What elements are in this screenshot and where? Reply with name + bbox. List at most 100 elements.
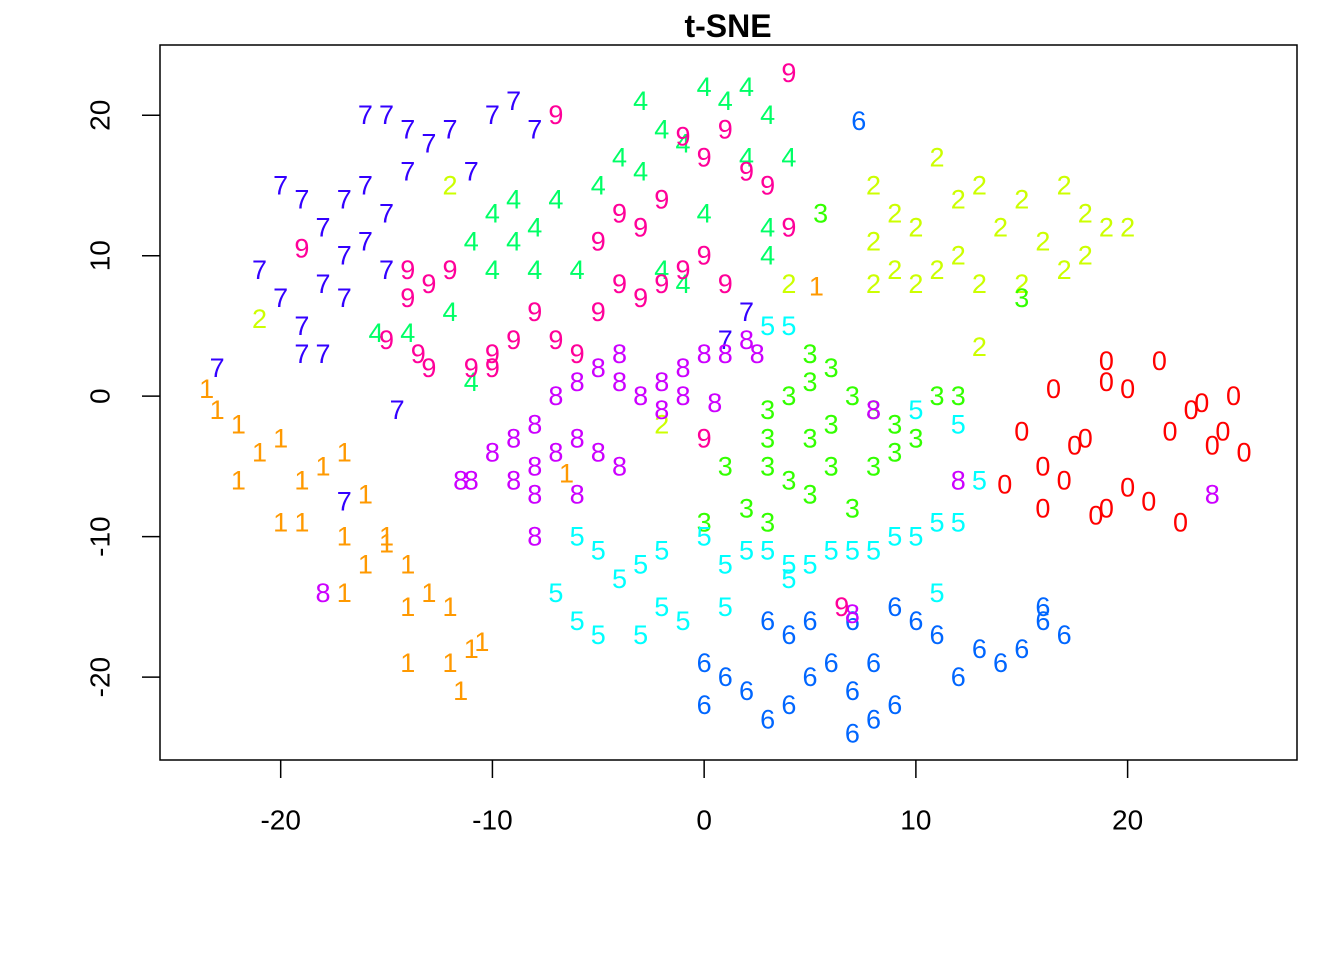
point-glyph: 9 xyxy=(591,297,606,327)
point-glyph: 0 xyxy=(1099,367,1114,397)
point-glyph: 7 xyxy=(506,86,521,116)
point-glyph: 7 xyxy=(316,339,331,369)
point-glyph: 9 xyxy=(421,353,436,383)
point-glyph: 1 xyxy=(294,508,309,538)
point-glyph: 3 xyxy=(930,381,945,411)
point-glyph: 3 xyxy=(908,423,923,453)
point-glyph: 0 xyxy=(1194,388,1209,418)
point-glyph: 9 xyxy=(612,199,627,229)
point-glyph: 9 xyxy=(411,339,426,369)
point-glyph: 6 xyxy=(1057,620,1072,650)
point-glyph: 5 xyxy=(824,536,839,566)
point-glyph: 1 xyxy=(252,437,267,467)
point-glyph: 9 xyxy=(760,170,775,200)
point-glyph: 6 xyxy=(993,648,1008,678)
point-glyph: 2 xyxy=(993,213,1008,243)
point-glyph: 7 xyxy=(273,170,288,200)
point-glyph: 5 xyxy=(739,536,754,566)
point-glyph: 2 xyxy=(1120,213,1135,243)
point-glyph: 7 xyxy=(358,100,373,130)
point-glyph: 1 xyxy=(809,272,824,302)
point-glyph: 4 xyxy=(443,297,458,327)
point-glyph: 9 xyxy=(379,325,394,355)
point-glyph: 2 xyxy=(908,269,923,299)
point-glyph: 6 xyxy=(760,704,775,734)
point-glyph: 9 xyxy=(591,227,606,257)
point-glyph: 0 xyxy=(1099,346,1114,376)
point-glyph: 5 xyxy=(781,311,796,341)
point-glyph: 3 xyxy=(951,381,966,411)
point-glyph: 2 xyxy=(972,269,987,299)
point-glyph: 1 xyxy=(400,592,415,622)
point-glyph: 6 xyxy=(803,662,818,692)
point-glyph: 1 xyxy=(443,592,458,622)
point-glyph: 9 xyxy=(675,255,690,285)
point-glyph: 4 xyxy=(570,255,585,285)
point-glyph: 9 xyxy=(294,234,309,264)
point-glyph: 5 xyxy=(718,592,733,622)
point-glyph: 2 xyxy=(866,269,881,299)
point-glyph: 0 xyxy=(1173,508,1188,538)
point-glyph: 6 xyxy=(951,662,966,692)
point-glyph: 2 xyxy=(1057,170,1072,200)
point-glyph: 1 xyxy=(358,550,373,580)
point-glyph: 1 xyxy=(337,522,352,552)
point-glyph: 6 xyxy=(908,606,923,636)
point-glyph: 9 xyxy=(400,283,415,313)
point-glyph: 4 xyxy=(527,213,542,243)
point-glyph: 9 xyxy=(612,269,627,299)
point-glyph: 9 xyxy=(697,241,712,271)
point-glyph: 2 xyxy=(1014,269,1029,299)
point-glyph: 6 xyxy=(824,648,839,678)
point-glyph: 6 xyxy=(781,690,796,720)
point-glyph: 5 xyxy=(633,620,648,650)
point-glyph: 5 xyxy=(570,522,585,552)
point-glyph: 8 xyxy=(527,409,542,439)
point-glyph: 2 xyxy=(930,142,945,172)
point-glyph: 9 xyxy=(421,269,436,299)
point-glyph: 5 xyxy=(654,536,669,566)
point-glyph: 7 xyxy=(400,156,415,186)
point-glyph: 1 xyxy=(199,374,214,404)
point-glyph: 0 xyxy=(1141,487,1156,517)
point-glyph: 4 xyxy=(506,227,521,257)
point-glyph: 7 xyxy=(358,227,373,257)
point-glyph: 5 xyxy=(908,395,923,425)
point-glyph: 0 xyxy=(1205,430,1220,460)
point-glyph: 8 xyxy=(739,325,754,355)
point-glyph: 5 xyxy=(908,522,923,552)
point-glyph: 5 xyxy=(633,550,648,580)
point-glyph: 5 xyxy=(781,550,796,580)
point-glyph: 9 xyxy=(400,255,415,285)
point-glyph: 7 xyxy=(718,325,733,355)
point-glyph: 4 xyxy=(485,199,500,229)
point-glyph: 9 xyxy=(485,353,500,383)
point-glyph: 3 xyxy=(1014,283,1029,313)
point-glyph: 1 xyxy=(358,480,373,510)
point-glyph: 8 xyxy=(707,388,722,418)
point-glyph: 5 xyxy=(675,606,690,636)
point-glyph: 5 xyxy=(591,620,606,650)
point-glyph: 9 xyxy=(654,269,669,299)
point-glyph: 6 xyxy=(851,106,866,136)
point-glyph: 1 xyxy=(379,522,394,552)
plot-frame xyxy=(159,44,1298,761)
point-glyph: 2 xyxy=(781,269,796,299)
point-glyph: 4 xyxy=(548,185,563,215)
point-glyph: 6 xyxy=(866,704,881,734)
point-glyph: 5 xyxy=(866,536,881,566)
point-glyph: 8 xyxy=(633,381,648,411)
point-glyph: 2 xyxy=(866,170,881,200)
point-glyph: 8 xyxy=(612,451,627,481)
point-glyph: 6 xyxy=(781,620,796,650)
point-glyph: 7 xyxy=(337,487,352,517)
y-tick-label: -10 xyxy=(85,516,116,556)
point-glyph: 1 xyxy=(210,395,225,425)
point-glyph: 9 xyxy=(633,283,648,313)
point-glyph: 9 xyxy=(464,353,479,383)
point-glyph: 7 xyxy=(527,114,542,144)
point-glyph: 2 xyxy=(887,255,902,285)
point-glyph: 0 xyxy=(1035,451,1050,481)
point-glyph: 3 xyxy=(824,451,839,481)
